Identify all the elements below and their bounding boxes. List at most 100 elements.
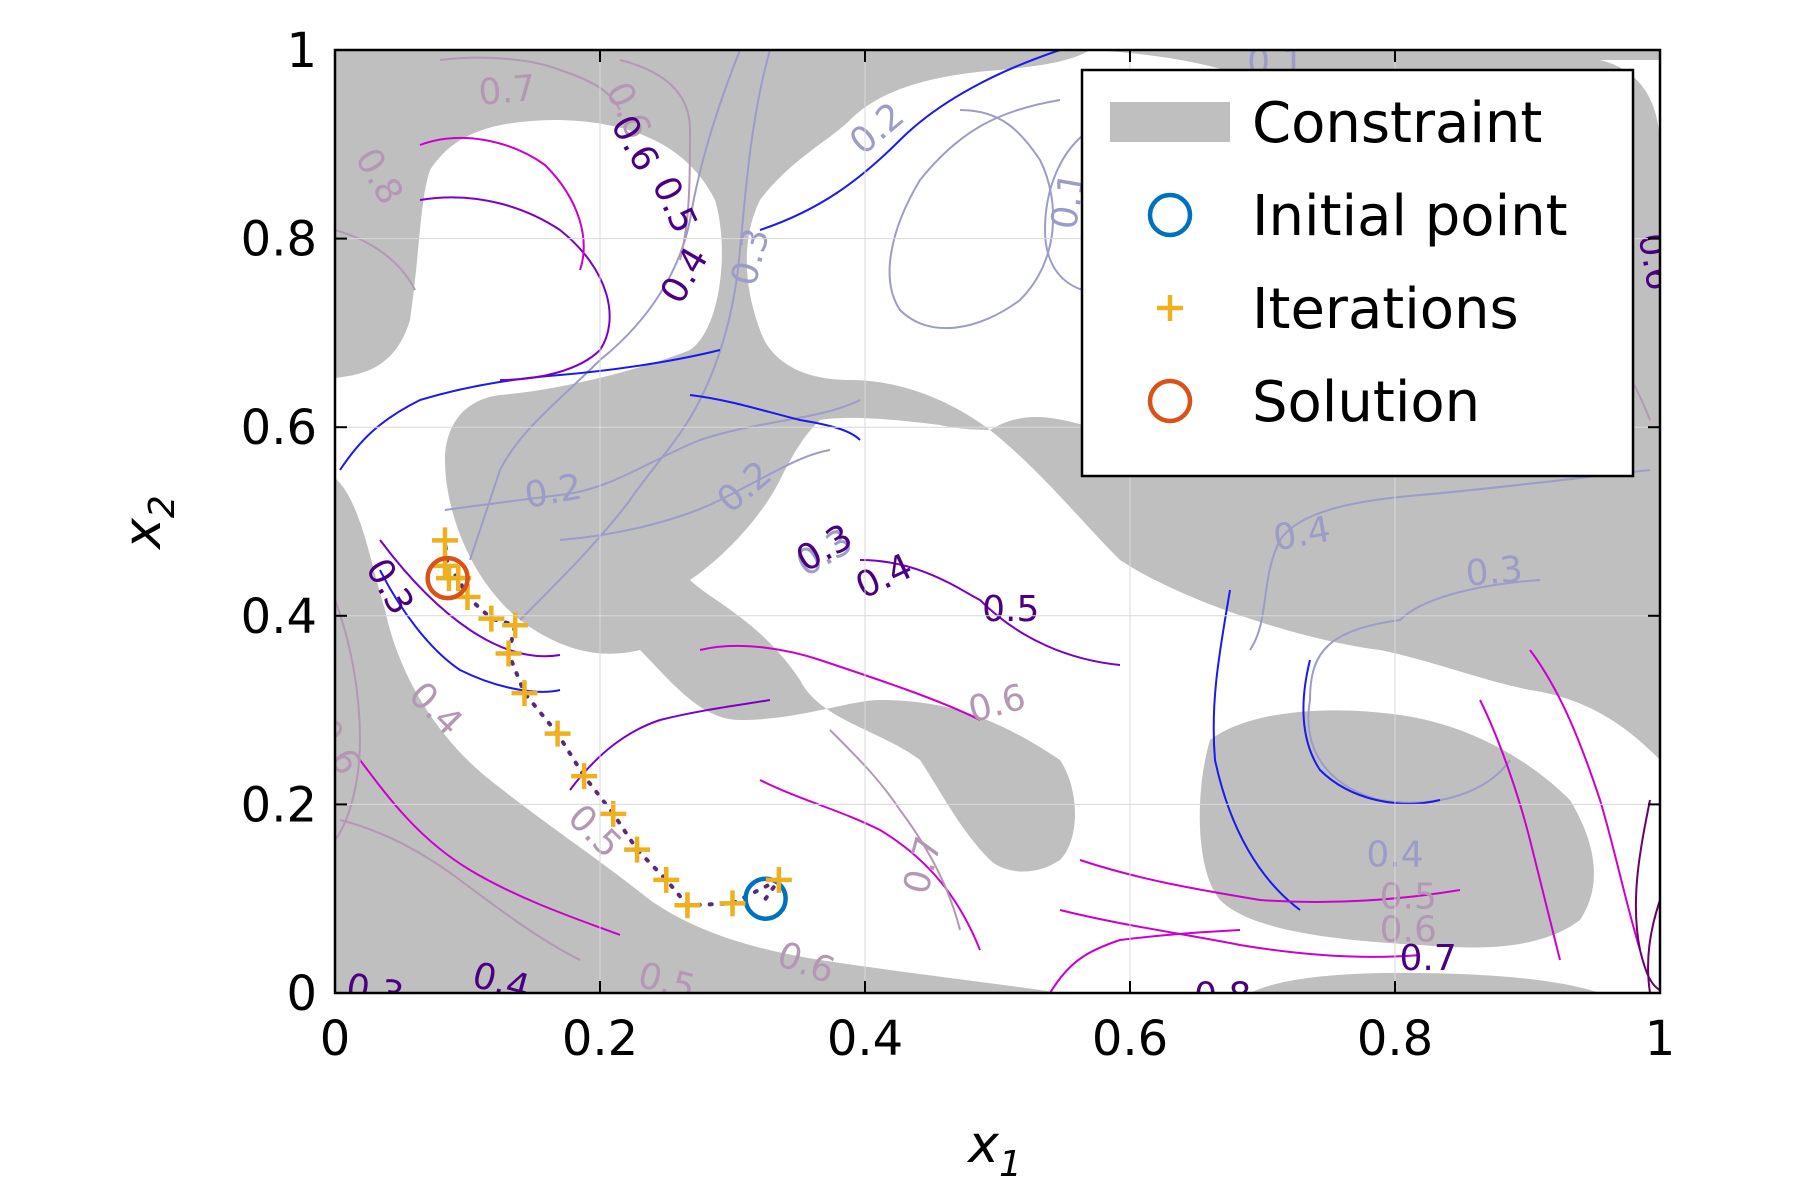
y-tick-label: 0.6 (241, 400, 317, 456)
iteration-marker (495, 640, 522, 667)
contour-line (859, 559, 1121, 666)
plot-frame (333, 48, 1662, 995)
x-axis-ticks: 0 0.2 0.4 0.6 0.8 1 (320, 50, 1676, 1067)
contour-line (759, 50, 1061, 231)
iteration-marker (674, 892, 701, 919)
contour-line (1647, 899, 1660, 993)
x-tick-label: 0.6 (1092, 1011, 1168, 1067)
markers (425, 527, 792, 921)
contour-line (759, 779, 981, 951)
legend-swatch-plus (1157, 295, 1183, 321)
legend-items: Constraint Initial point Iterations Solutio… (1110, 91, 1568, 435)
contour-label: 0.5 (1380, 877, 1437, 918)
contour-line (829, 729, 961, 931)
contour-line (1302, 659, 1441, 805)
iteration-marker (653, 866, 680, 893)
contour-line (339, 349, 721, 471)
initial-point-marker (743, 876, 788, 921)
contour-line (1212, 589, 1301, 911)
legend-item: Initial point (1147, 184, 1568, 249)
y-axis-label-base: x (113, 517, 173, 551)
solution-marker (425, 555, 470, 601)
contour-line (359, 759, 621, 936)
legend-swatch-constraint (1110, 102, 1230, 142)
contour-line (1079, 859, 1461, 903)
x-axis-label-base: x (966, 1115, 1000, 1175)
legend-label: Constraint (1252, 91, 1542, 156)
legend: Constraint Initial point Iterations Solutio… (1080, 68, 1635, 478)
constraint-region-left-strip (335, 478, 1060, 993)
contour-line (335, 599, 362, 841)
contour-label: 0.7 (477, 68, 538, 114)
contour-line (619, 59, 692, 261)
x-tick-label: 0.8 (1357, 1011, 1433, 1067)
x-axis-label: x1 (966, 1115, 1022, 1185)
iteration-marker (765, 866, 792, 893)
constraint-region-right-blob (1199, 710, 1594, 948)
x-tick-label: 0.4 (827, 1011, 903, 1067)
contour-line (699, 644, 981, 721)
x-tick-label: 0 (320, 1011, 351, 1067)
contour-line (335, 229, 416, 291)
legend-item: Iterations (1157, 277, 1519, 342)
legend-label: Solution (1252, 370, 1480, 435)
iteration-marker (511, 680, 538, 707)
iteration-marker (719, 890, 746, 917)
contour-line (1634, 799, 1660, 991)
contour-line (469, 50, 741, 561)
contour-line (339, 819, 581, 961)
iteration-marker (435, 565, 462, 592)
iteration-marker (431, 527, 458, 554)
contour-label: 0.8 (1194, 976, 1251, 1017)
y-axis-label: x2 (113, 495, 183, 551)
contour-lines (335, 50, 1660, 993)
contour-line (419, 136, 585, 271)
constraint-region-top-left (335, 50, 1660, 872)
contour-label: 0.3 (1464, 549, 1525, 595)
contour-label: 0.3 (343, 966, 407, 1016)
legend-swatch-circle (1147, 192, 1193, 238)
contour-label: 0.4 (1270, 509, 1334, 559)
contour-line (1529, 649, 1641, 951)
constraint-region-bottom-right (1250, 972, 1600, 993)
contour-line (689, 394, 861, 441)
iteration-marker (624, 836, 651, 863)
contour-line (569, 699, 771, 791)
y-tick-label: 0 (286, 966, 317, 1022)
contour-label: 0.2 (522, 467, 586, 517)
legend-item: Constraint (1110, 91, 1542, 156)
x-tick-label: 0.2 (562, 1011, 638, 1067)
iteration-marker (600, 800, 627, 827)
contour-line (1249, 469, 1651, 651)
contour-line (888, 99, 1061, 330)
iteration-marker (478, 605, 505, 632)
contour-line (559, 449, 831, 541)
legend-swatch-circle (1147, 378, 1193, 424)
contour-line (444, 399, 861, 511)
y-tick-label: 0.8 (241, 212, 317, 268)
contour-label: 0.5 (982, 589, 1039, 630)
iteration-marker (544, 720, 571, 747)
constraint-regions (335, 50, 1660, 993)
y-tick-label: 1 (286, 23, 317, 79)
legend-label: Iterations (1252, 277, 1519, 342)
x-axis-label-sub: 1 (999, 1144, 1022, 1185)
contour-label: 0.7 (1399, 938, 1456, 979)
y-axis-ticks: 0 0.2 0.4 0.6 0.8 1 (241, 23, 1660, 1022)
contour-line (439, 56, 621, 111)
legend-label: Initial point (1252, 184, 1568, 249)
contour-line (419, 196, 611, 381)
y-tick-label: 0.2 (241, 777, 317, 833)
y-axis-label-sub: 2 (142, 495, 183, 518)
y-tick-label: 0.4 (241, 589, 317, 645)
contour-line (1059, 909, 1421, 958)
contour-line (1049, 929, 1241, 993)
contour-line (1479, 699, 1561, 961)
iteration-marker (502, 612, 529, 639)
contour-line (379, 539, 561, 658)
x-tick-label: 1 (1645, 1011, 1676, 1067)
iteration-marker (571, 763, 598, 790)
contour-label: 0.6 (1380, 910, 1437, 951)
legend-item: Solution (1147, 370, 1480, 435)
